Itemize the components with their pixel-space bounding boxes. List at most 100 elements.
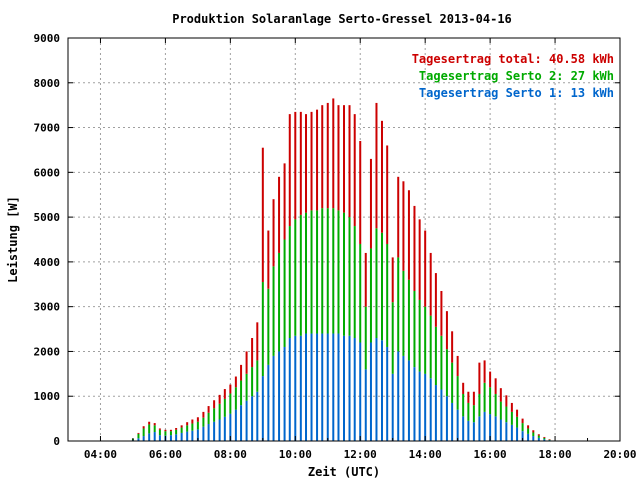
bar-segment-series-1	[391, 373, 394, 441]
bar-segment-series-3	[364, 252, 367, 307]
bar-segment-series-1	[294, 335, 297, 441]
bar-segment-series-3	[445, 311, 448, 350]
bar-segment-series-1	[505, 422, 508, 441]
bar-segment-series-1	[369, 342, 372, 441]
y-tick-label: 5000	[34, 211, 61, 224]
axis-ticks: 0 1000 2000 3000 4000 5000 6000 7000 8000 9000 04:…	[34, 32, 637, 461]
bar-segment-series-2	[332, 208, 335, 334]
bar-segment-series-2	[543, 437, 546, 440]
bar-segment-series-1	[137, 438, 140, 441]
bar-segment-series-1	[218, 419, 221, 441]
bar-segment-series-1	[456, 409, 459, 441]
bar-segment-series-2	[424, 306, 427, 374]
bar-segment-series-3	[175, 428, 178, 430]
bar-segment-series-3	[261, 147, 264, 283]
bar-segment-series-2	[429, 315, 432, 379]
bar-segment-series-2	[326, 208, 329, 334]
bar-segment-series-1	[402, 355, 405, 441]
bar-segment-series-3	[137, 432, 140, 434]
bar-segment-series-1	[326, 333, 329, 441]
bar-segment-series-1	[543, 439, 546, 441]
bar-segment-series-2	[478, 393, 481, 417]
bar-segment-series-3	[348, 105, 351, 218]
bar-segment-series-1	[510, 424, 513, 441]
bar-segment-series-2	[483, 382, 486, 412]
bar-segment-series-2	[305, 212, 308, 334]
bar-segment-series-1	[191, 430, 194, 441]
legend-entry: Tagesertrag Serto 2: 27 kWh	[419, 69, 614, 83]
bar-segment-series-3	[278, 176, 281, 253]
bar-segment-series-2	[353, 226, 356, 339]
bar-segment-series-3	[223, 389, 226, 399]
bar-segment-series-1	[229, 413, 232, 441]
bar-segment-series-1	[245, 400, 248, 441]
bar-segment-series-2	[499, 401, 502, 420]
bar-segment-series-3	[142, 426, 145, 429]
bar-segment-series-2	[240, 380, 243, 406]
bar-segment-series-3	[359, 140, 362, 244]
bar-segment-series-3	[148, 421, 151, 425]
bar-segment-series-1	[478, 416, 481, 441]
bar-segment-series-1	[316, 333, 319, 441]
bar-segment-series-3	[489, 371, 492, 388]
bar-segment-series-2	[472, 405, 475, 423]
bar-segment-series-1	[256, 391, 259, 441]
chart-title: Produktion Solaranlage Serto-Gressel 201…	[172, 12, 512, 26]
bar-segment-series-3	[310, 111, 313, 211]
bar-segment-series-3	[218, 394, 221, 404]
bar-segment-series-3	[499, 388, 502, 402]
bar-segment-series-2	[218, 403, 221, 420]
bar-segment-series-3	[505, 395, 508, 407]
bar-segment-series-2	[272, 266, 275, 356]
bar-segment-series-2	[407, 279, 410, 361]
bar-segment-series-2	[321, 208, 324, 334]
bar-segment-series-2	[283, 239, 286, 347]
bar-segment-series-3	[429, 252, 432, 316]
bar-segment-series-2	[434, 326, 437, 386]
bar-segment-series-3	[283, 163, 286, 240]
bar-segment-series-1	[516, 427, 519, 441]
bar-segment-series-3	[402, 181, 405, 271]
x-axis-label: Zeit (UTC)	[308, 465, 380, 479]
y-tick-label: 6000	[34, 166, 61, 179]
bar-segment-series-3	[537, 434, 540, 436]
bar-segment-series-3	[407, 190, 410, 280]
bar-segment-series-3	[386, 145, 389, 244]
bar-segment-series-2	[521, 423, 524, 432]
bar-segment-series-2	[316, 210, 319, 334]
bar-segment-series-1	[202, 426, 205, 441]
bar-segment-series-3	[494, 378, 497, 394]
bar-segment-series-2	[202, 417, 205, 427]
bar-segment-series-1	[283, 346, 286, 441]
bar-segment-series-3	[483, 360, 486, 383]
bar-segment-series-2	[386, 243, 389, 347]
bar-series	[131, 98, 551, 441]
bar-segment-series-1	[186, 431, 189, 441]
bar-segment-series-2	[164, 431, 167, 436]
bar-segment-series-3	[202, 411, 205, 418]
bar-segment-series-1	[299, 335, 302, 441]
bar-segment-series-3	[380, 120, 383, 233]
bar-segment-series-2	[440, 335, 443, 390]
bar-segment-series-3	[532, 430, 535, 433]
bar-segment-series-3	[229, 384, 232, 394]
bar-segment-series-2	[196, 421, 199, 430]
bar-segment-series-1	[418, 371, 421, 441]
x-tick-label: 04:00	[84, 448, 117, 461]
bar-segment-series-1	[169, 435, 172, 441]
bar-segment-series-3	[272, 199, 275, 267]
bar-segment-series-1	[467, 420, 470, 441]
bar-segment-series-2	[251, 367, 254, 397]
bar-segment-series-1	[142, 436, 145, 441]
bar-segment-series-2	[369, 248, 372, 343]
bar-segment-series-3	[337, 105, 340, 211]
bar-segment-series-2	[267, 288, 270, 365]
bar-segment-series-1	[499, 419, 502, 441]
bar-segment-series-2	[343, 212, 345, 336]
x-tick-label: 08:00	[214, 448, 247, 461]
bar-segment-series-2	[207, 412, 210, 424]
bar-segment-series-1	[213, 421, 216, 441]
bar-segment-series-3	[321, 105, 324, 209]
bar-segment-series-3	[256, 322, 259, 361]
